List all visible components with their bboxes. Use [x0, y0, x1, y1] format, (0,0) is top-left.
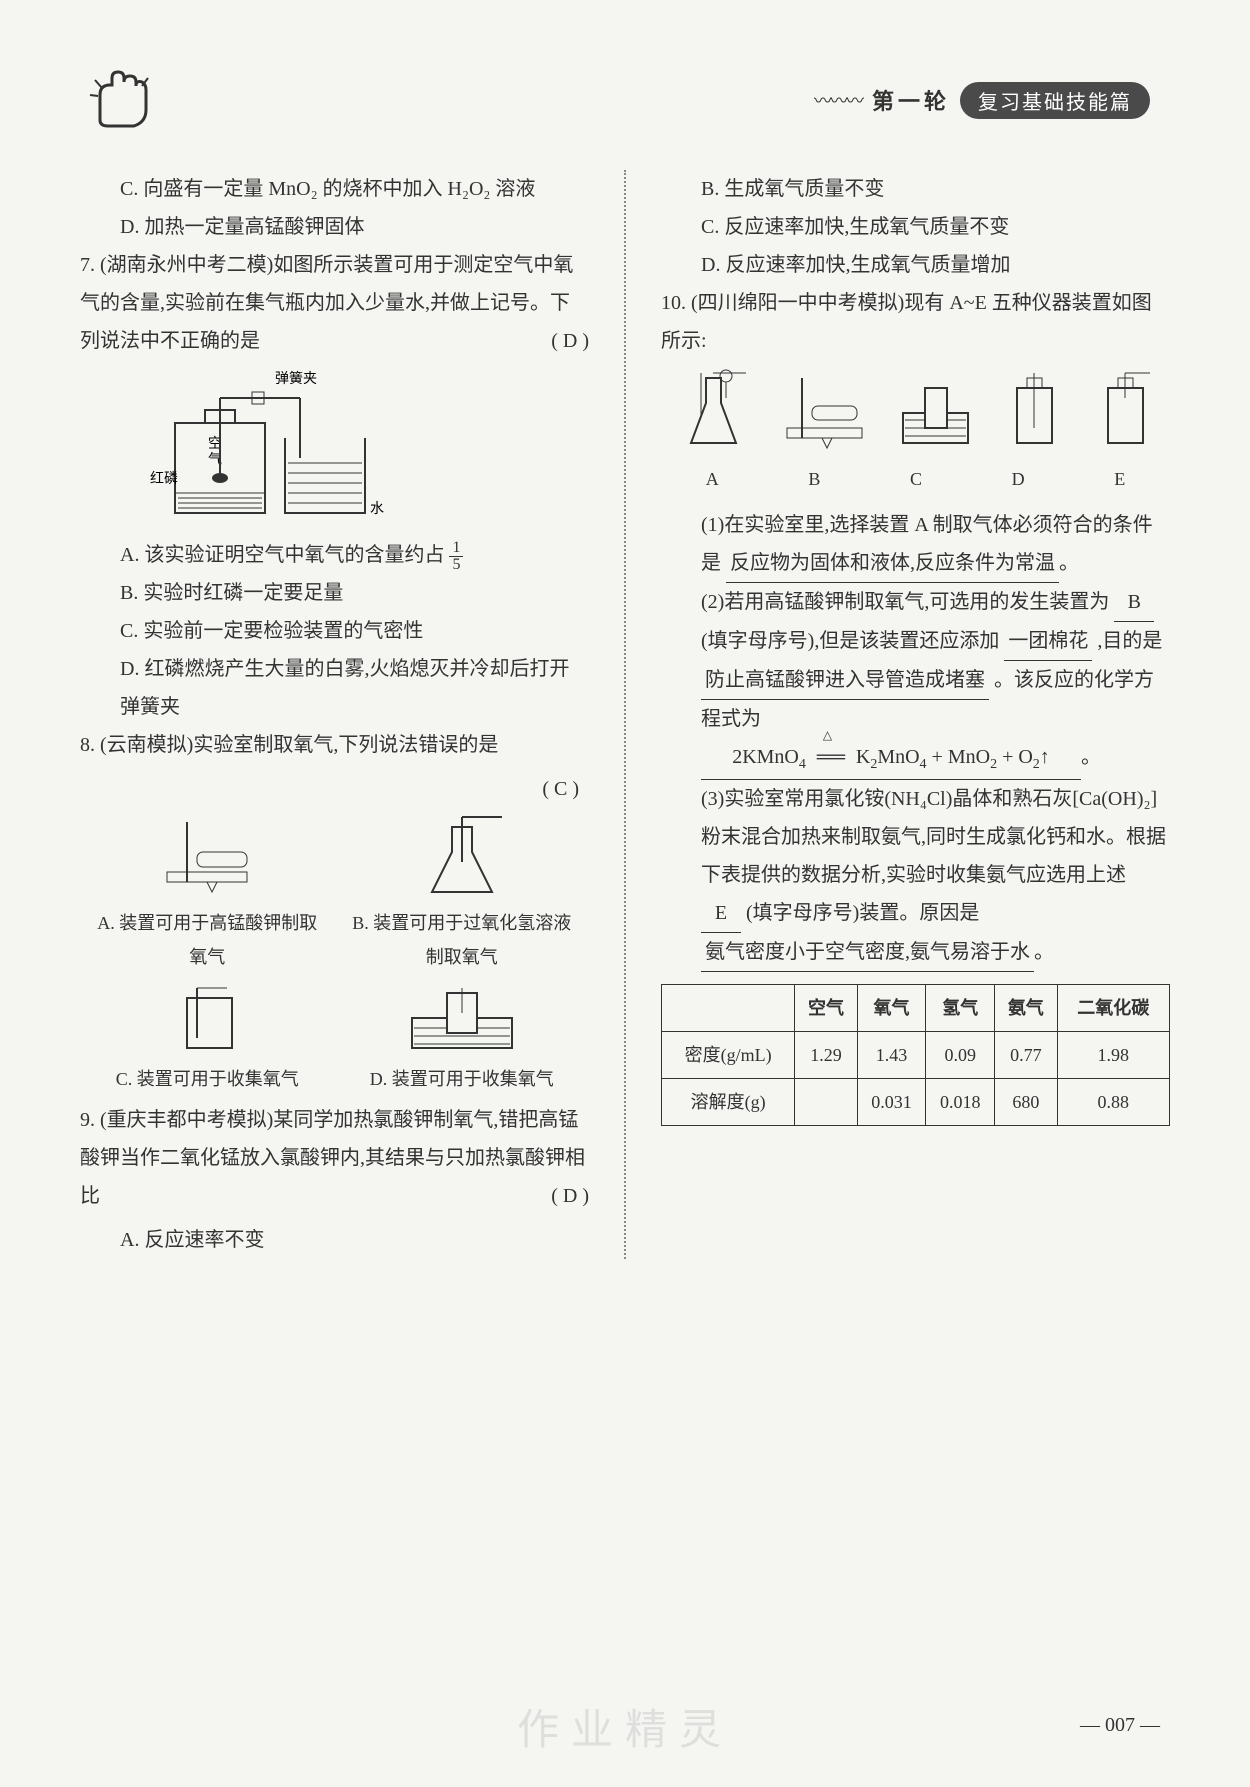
q9-optA: A. 反应速率不变	[80, 1221, 589, 1259]
opt-c: C. 向盛有一定量 MnO₂ 的烧杯中加入 H₂O₂ 溶液	[80, 170, 589, 208]
q7-optD: D. 红磷燃烧产生大量的白雾,火焰熄灭并冷却后打开弹簧夹	[80, 650, 589, 726]
q9-optB: B. 生成氧气质量不变	[661, 170, 1170, 208]
answer-10-2-purpose: 防止高锰酸钾进入导管造成堵塞	[701, 661, 989, 700]
table-header-row: 空气 氧气 氢气 氨气 二氧化碳	[662, 984, 1170, 1031]
label-spring: 弹簧夹	[275, 371, 317, 387]
q9-text: 9. (重庆丰都中考模拟)某同学加热氯酸钾制氧气,错把高锰酸钾当作二氧化锰放入氯…	[80, 1109, 585, 1207]
apparatus-diagrams	[661, 368, 1170, 458]
equation: 2KMnO4 ══ K2MnO4 + MnO2 + O2↑	[701, 738, 1081, 780]
q7-optA: A. 该实验证明空气中氧气的含量约占 1 5	[80, 536, 589, 574]
opt-d: D. 加热一定量高锰酸钾固体	[80, 208, 589, 246]
fist-icon	[80, 60, 160, 140]
q7-optC: C. 实验前一定要检验装置的气密性	[80, 612, 589, 650]
content-columns: C. 向盛有一定量 MnO₂ 的烧杯中加入 H₂O₂ 溶液 D. 加热一定量高锰…	[80, 170, 1170, 1259]
left-column: C. 向盛有一定量 MnO₂ 的烧杯中加入 H₂O₂ 溶液 D. 加热一定量高锰…	[80, 170, 589, 1259]
question-7: 7. (湖南永州中考二模)如图所示装置可用于测定空气中氧气的含量,实验前在集气瓶…	[80, 246, 589, 360]
q10-part1: (1)在实验室里,选择装置 A 制取气体必须符合的条件是 反应物为固体和液体,反…	[661, 506, 1170, 583]
svg-text:水: 水	[370, 501, 384, 517]
q8-answer: ( C )	[80, 770, 589, 808]
q8-labels-bottom: C. 装置可用于收集氧气 D. 装置可用于收集氧气	[80, 1062, 589, 1096]
q10-part2: (2)若用高锰酸钾制取氧气,可选用的发生装置为 B (填字母序号),但是该装置还…	[661, 583, 1170, 780]
column-divider	[624, 170, 626, 1259]
q7-optB: B. 实验时红磷一定要足量	[80, 574, 589, 612]
section-pill: 复习基础技能篇	[960, 82, 1150, 119]
q7-diagram: 弹簧夹 空 气 红磷	[120, 368, 589, 528]
q9-optD: D. 反应速率加快,生成氧气质量增加	[661, 246, 1170, 284]
answer-10-3-reason: 氨气密度小于空气密度,氨气易溶于水	[701, 933, 1034, 972]
q10-part3: (3)实验室常用氯化铵(NH₄Cl)晶体和熟石灰[Ca(OH)₂]粉末混合加热来…	[661, 780, 1170, 972]
fraction-icon: 1 5	[449, 540, 463, 573]
q8-diagrams-bottom	[80, 978, 589, 1058]
page-header: 〰〰〰 第一轮 复习基础技能篇	[80, 60, 1170, 140]
page-number: — 007 —	[1080, 1714, 1160, 1737]
svg-text:红磷: 红磷	[150, 471, 178, 487]
right-column: B. 生成氧气质量不变 C. 反应速率加快,生成氧气质量不变 D. 反应速率加快…	[661, 170, 1170, 1259]
answer-10-2-letter: B	[1114, 583, 1154, 622]
q9-optC: C. 反应速率加快,生成氧气质量不变	[661, 208, 1170, 246]
question-9: 9. (重庆丰都中考模拟)某同学加热氯酸钾制氧气,错把高锰酸钾当作二氧化锰放入氯…	[80, 1101, 589, 1215]
q8-labels-top: A. 装置可用于高锰酸钾制取氧气 B. 装置可用于过氧化氢溶液制取氧气	[80, 906, 589, 974]
gas-table: 空气 氧气 氢气 氨气 二氧化碳 密度(g/mL) 1.29 1.43 0.09…	[661, 984, 1170, 1127]
q9-answer: ( D )	[551, 1177, 589, 1215]
q7-answer: ( D )	[551, 322, 589, 360]
round-label: 第一轮	[872, 84, 950, 116]
apparatus-labels: A B C D E	[661, 462, 1170, 496]
question-10: 10. (四川绵阳一中中考模拟)现有 A~E 五种仪器装置如图所示:	[661, 284, 1170, 360]
header-right: 〰〰〰 第一轮 复习基础技能篇	[814, 82, 1150, 119]
q7-text: 7. (湖南永州中考二模)如图所示装置可用于测定空气中氧气的含量,实验前在集气瓶…	[80, 254, 573, 352]
wave-decoration: 〰〰〰	[814, 87, 862, 113]
answer-10-2-add: 一团棉花	[1004, 622, 1092, 661]
question-8: 8. (云南模拟)实验室制取氧气,下列说法错误的是	[80, 726, 589, 764]
table-row-solubility: 溶解度(g) 0.031 0.018 680 0.88	[662, 1079, 1170, 1126]
table-row-density: 密度(g/mL) 1.29 1.43 0.09 0.77 1.98	[662, 1031, 1170, 1078]
q8-diagrams-top	[80, 812, 589, 902]
answer-10-3-letter: E	[701, 894, 741, 933]
watermark: 作业精灵	[517, 1696, 733, 1757]
answer-10-1: 反应物为固体和液体,反应条件为常温	[726, 544, 1059, 583]
q8-text: 8. (云南模拟)实验室制取氧气,下列说法错误的是	[80, 734, 498, 756]
